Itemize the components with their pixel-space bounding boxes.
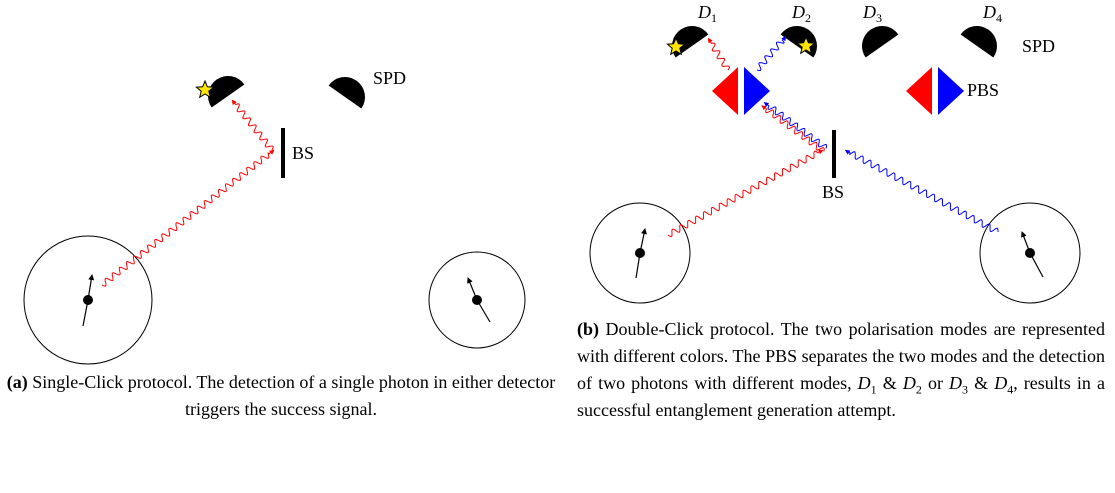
letter: D xyxy=(949,373,962,393)
caption-segment: or xyxy=(922,373,949,393)
subscript: 1 xyxy=(711,11,717,25)
node-dot xyxy=(83,295,93,305)
node-dot xyxy=(1025,248,1035,258)
caption-text: Single-Click protocol. The detection of … xyxy=(32,372,555,419)
page: SPD BS SPD PBS BS D1D2D3D4 (a) Single-Cl… xyxy=(0,0,1115,493)
bs-label: BS xyxy=(822,182,844,202)
photon xyxy=(708,39,729,71)
letter: D xyxy=(862,2,876,22)
node-dot xyxy=(472,295,482,305)
detector-label: D3 xyxy=(862,2,882,25)
subscript: 3 xyxy=(876,11,882,25)
pbs-red xyxy=(712,67,738,115)
photon xyxy=(762,106,824,152)
spd-label: SPD xyxy=(373,68,406,88)
pbs-blue xyxy=(744,67,770,115)
caption-label: (b) xyxy=(577,319,599,339)
letter: D xyxy=(858,373,871,393)
detector-ref: D2 xyxy=(903,373,922,393)
bs-label: BS xyxy=(292,143,314,163)
spd-label: SPD xyxy=(1022,36,1055,56)
letter: D xyxy=(903,373,916,393)
photon xyxy=(846,150,998,232)
photon xyxy=(764,103,826,149)
detector-label: D4 xyxy=(982,2,1002,25)
pbs-blue xyxy=(938,67,964,115)
caption-a: (a) Single-Click protocol. The detection… xyxy=(6,369,556,423)
caption-text: Double-Click protocol. The two polarisat… xyxy=(577,319,1105,420)
photon xyxy=(232,100,273,150)
photon xyxy=(668,150,823,236)
caption-label: (a) xyxy=(7,372,28,392)
letter: D xyxy=(697,2,711,22)
subscript: 4 xyxy=(996,11,1002,25)
detector xyxy=(664,18,708,57)
caption-segment: & xyxy=(968,373,994,393)
detector-ref: D1 xyxy=(858,373,877,393)
detector-label: D1 xyxy=(697,2,717,25)
caption-segment: & xyxy=(877,373,903,393)
detector-ref: D4 xyxy=(994,373,1013,393)
pbs-red xyxy=(906,67,932,115)
letter: D xyxy=(994,373,1007,393)
photon xyxy=(757,36,786,70)
letter: D xyxy=(791,2,805,22)
node-dot xyxy=(635,248,645,258)
letter: D xyxy=(982,2,996,22)
detector-label: D2 xyxy=(791,2,811,25)
subscript: 2 xyxy=(805,11,811,25)
caption-b: (b) Double-Click protocol. The two polar… xyxy=(577,316,1105,424)
decoration xyxy=(24,18,1080,364)
detector xyxy=(329,69,373,108)
pbs-label: PBS xyxy=(967,80,999,100)
photon xyxy=(102,150,274,286)
detector-ref: D3 xyxy=(949,373,968,393)
